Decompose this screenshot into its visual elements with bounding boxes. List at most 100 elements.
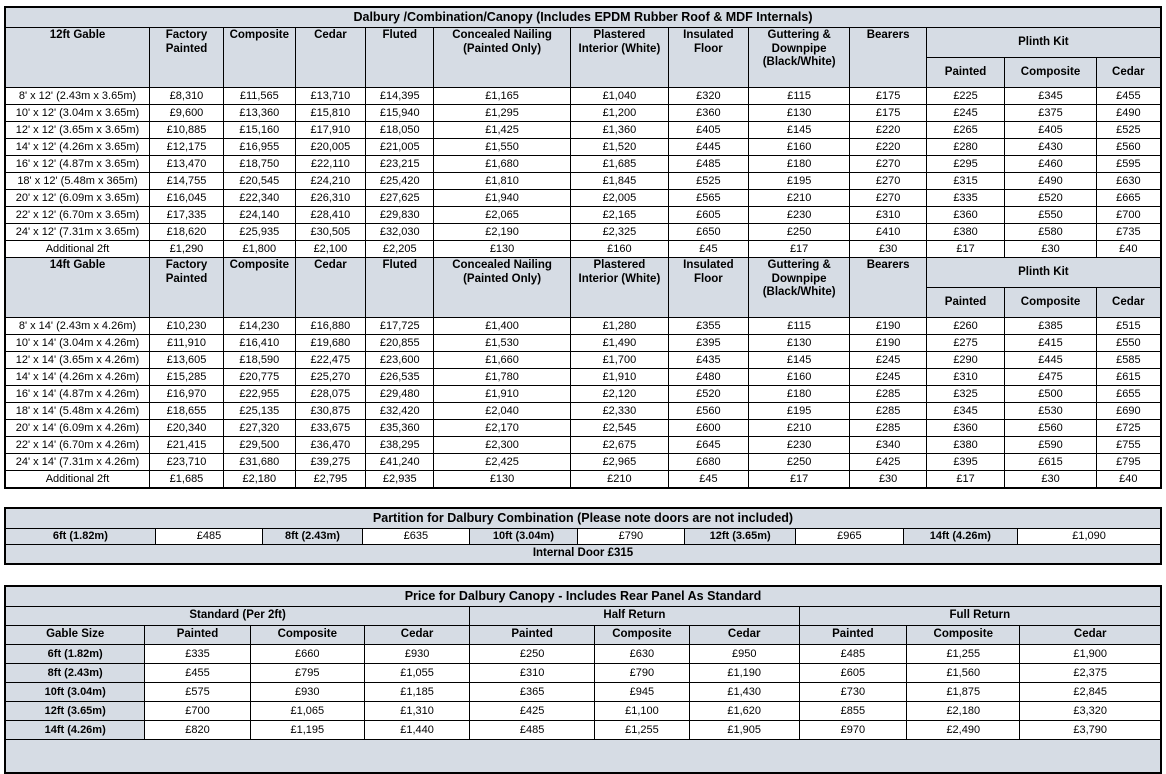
price-cell: £15,940 (365, 104, 435, 122)
price-cell: £2,040 (433, 402, 571, 420)
price-cell: £14,230 (222, 317, 296, 335)
price-cell: £2,490 (906, 720, 1021, 740)
column-header: Cedar (294, 27, 367, 88)
price-cell: £31,680 (222, 453, 296, 471)
price-cell: £1,520 (569, 138, 670, 156)
price-cell: £30,875 (294, 402, 367, 420)
column-header: Bearers (849, 257, 927, 318)
gable-size-cell: 6ft (1.82m) (4, 644, 146, 664)
price-cell: £190 (849, 317, 927, 335)
price-cell: £115 (747, 317, 851, 335)
size-cell: 18' x 14' (5.48m x 4.26m) (4, 402, 150, 420)
plinth-sub-header: Composite (1004, 57, 1097, 88)
partition-footer-row: Internal Door £315 (4, 544, 1162, 565)
price-cell: £16,955 (222, 138, 296, 156)
price-cell: £755 (1095, 436, 1162, 454)
section-header-row: 12ft Gable Factory Painted Composite Cedar F… (4, 27, 1162, 88)
column-header: Bearers (849, 27, 927, 88)
price-cell: £160 (747, 368, 851, 386)
price-cell: £270 (849, 155, 927, 173)
price-cell: £130 (747, 104, 851, 122)
plinth-sub-header: Painted (925, 57, 1006, 88)
price-cell: £1,910 (433, 385, 571, 403)
price-cell: £290 (925, 351, 1006, 369)
price-cell: £16,970 (149, 385, 224, 403)
partition-size-cell: 14ft (4.26m) (902, 528, 1019, 545)
price-cell: £32,030 (365, 223, 435, 241)
price-cell: £345 (925, 402, 1006, 420)
column-header: Cedar (294, 257, 367, 318)
price-cell: £930 (363, 644, 471, 664)
price-cell: £1,195 (249, 720, 366, 740)
price-cell: £590 (1004, 436, 1097, 454)
finish-column-header: Cedar (363, 625, 471, 645)
column-header: Guttering & Downpipe (Black/White) (747, 257, 851, 318)
canopy-table-body: 6ft (1.82m) £335 £660 £930 £250 £630 £950 £485 £… (4, 644, 1162, 740)
price-row: 22' x 14' (6.70m x 4.26m) £21,415 £29,500 £… (4, 436, 1162, 454)
price-cell: £29,480 (365, 385, 435, 403)
canopy-table-footer (4, 739, 1162, 774)
column-header: Insulated Floor (668, 257, 749, 318)
column-header: Factory Painted (149, 27, 224, 88)
main-table-body: Dalbury /Combination/Canopy (Includes EP… (4, 6, 1162, 489)
price-cell: £17 (925, 470, 1006, 489)
price-cell: £19,680 (294, 334, 367, 352)
price-cell: £970 (798, 720, 908, 740)
price-cell: £475 (1004, 368, 1097, 386)
price-row: Additional 2ft £1,685 £2,180 £2,795 £2,935 £1… (4, 470, 1162, 489)
price-cell: £1,910 (569, 368, 670, 386)
price-cell: £17 (747, 470, 851, 489)
price-cell: £280 (925, 138, 1006, 156)
price-cell: £18,590 (222, 351, 296, 369)
price-cell: £550 (1004, 206, 1097, 224)
price-cell: £15,285 (149, 368, 224, 386)
price-row: 18' x 14' (5.48m x 4.26m) £18,655 £25,135 £… (4, 402, 1162, 420)
price-cell: £445 (668, 138, 749, 156)
price-row: 24' x 14' (7.31m x 4.26m) £23,710 £31,680 £… (4, 453, 1162, 471)
price-cell: £40 (1095, 470, 1162, 489)
price-cell: £525 (668, 172, 749, 190)
price-cell: £2,330 (569, 402, 670, 420)
price-row: 24' x 12' (7.31m x 3.65m) £18,620 £25,935 £… (4, 223, 1162, 241)
canopy-table-title: Price for Dalbury Canopy - Includes Rear… (4, 585, 1162, 607)
price-cell: £160 (747, 138, 851, 156)
price-cell: £340 (849, 436, 927, 454)
plinth-kit-header: Plinth Kit (925, 27, 1162, 58)
price-cell: £130 (433, 240, 571, 258)
finish-column-header: Painted (798, 625, 908, 645)
gable-size-cell: 8ft (2.43m) (4, 663, 146, 683)
price-cell: £580 (1004, 223, 1097, 241)
price-cell: £565 (668, 189, 749, 207)
price-cell: £560 (1095, 138, 1162, 156)
price-cell: £380 (925, 223, 1006, 241)
column-header: Guttering & Downpipe (Black/White) (747, 27, 851, 88)
price-cell: £27,320 (222, 419, 296, 437)
price-cell: £2,545 (569, 419, 670, 437)
price-cell: £2,965 (569, 453, 670, 471)
price-cell: £250 (747, 223, 851, 241)
price-cell: £1,190 (688, 663, 800, 683)
price-cell: £335 (925, 189, 1006, 207)
size-cell: 18' x 12' (5.48m x 365m) (4, 172, 150, 190)
price-cell: £2,170 (433, 419, 571, 437)
price-cell: £245 (849, 368, 927, 386)
price-cell: £355 (668, 317, 749, 335)
price-cell: £725 (1095, 419, 1162, 437)
price-cell: £520 (1004, 189, 1097, 207)
size-cell: 8' x 14' (2.43m x 4.26m) (4, 317, 150, 335)
price-cell: £655 (1095, 385, 1162, 403)
partition-price-cell: £635 (361, 528, 471, 545)
price-cell: £490 (1004, 172, 1097, 190)
price-cell: £13,605 (149, 351, 224, 369)
column-header: Concealed Nailing (Painted Only) (433, 257, 571, 318)
price-cell: £13,710 (294, 87, 367, 105)
dalbury-combination-price-table: Dalbury /Combination/Canopy (Includes EP… (4, 6, 1162, 489)
price-cell: £24,140 (222, 206, 296, 224)
size-cell: 14' x 14' (4.26m x 4.26m) (4, 368, 150, 386)
price-cell: £630 (1095, 172, 1162, 190)
price-cell: £1,940 (433, 189, 571, 207)
size-cell: 20' x 14' (6.09m x 4.26m) (4, 419, 150, 437)
size-cell: 12' x 12' (3.65m x 3.65m) (4, 121, 150, 139)
price-cell: £32,420 (365, 402, 435, 420)
price-row: 8' x 12' (2.43m x 3.65m) £8,310 £11,565 £13… (4, 87, 1162, 105)
